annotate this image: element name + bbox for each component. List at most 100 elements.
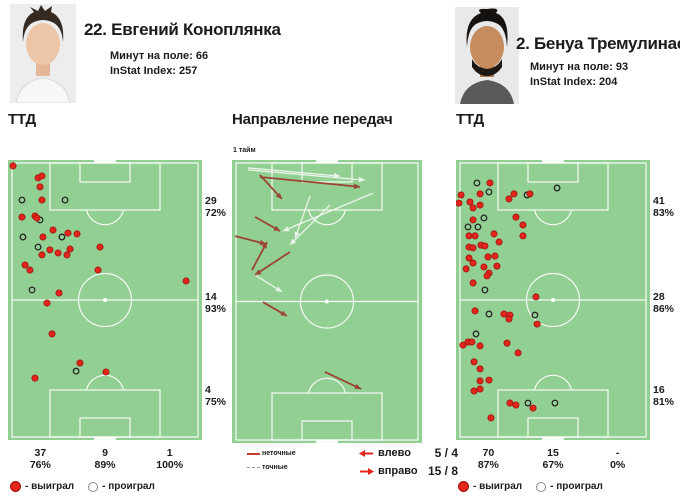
ttd-dot-won bbox=[476, 365, 484, 373]
ttd-dot-won bbox=[26, 266, 34, 274]
ttd-dot-won bbox=[38, 251, 46, 259]
col-count: 70 bbox=[482, 447, 495, 459]
ttd-dot-won bbox=[469, 204, 477, 212]
pass-arrow-inaccurate bbox=[254, 251, 291, 276]
pass-arrow-inaccurate bbox=[234, 235, 267, 246]
half-label: 1 тайм bbox=[233, 147, 256, 154]
ttd-dot-won bbox=[46, 246, 54, 254]
pass-arrow-inaccurate bbox=[324, 371, 362, 390]
player-name-left: 22. Евгений Коноплянка bbox=[84, 20, 281, 39]
player-photo-right bbox=[455, 7, 519, 104]
ttd-dot-won bbox=[476, 190, 484, 198]
section-title-pass-directions: Направление передач bbox=[232, 111, 393, 128]
pass-arrow-inaccurate bbox=[259, 174, 283, 200]
player-instat-index-left: InStat Index: 257 bbox=[110, 65, 198, 77]
lost-dot-icon bbox=[88, 481, 99, 492]
player-minutes-right: Минут на поле: 93 bbox=[530, 61, 629, 73]
line-legend-accurate: точные bbox=[247, 464, 288, 471]
ttd-dot-lost bbox=[18, 196, 26, 204]
ttd-dot-won bbox=[533, 320, 541, 328]
ttd-dot-won bbox=[476, 385, 484, 393]
ttd-dot-won bbox=[532, 293, 540, 301]
inaccurate-line-icon bbox=[247, 452, 260, 455]
ttd-pitch-left bbox=[8, 160, 202, 440]
pass-arrow-inaccurate bbox=[259, 176, 361, 190]
ttd-dot-lost bbox=[551, 399, 559, 407]
ttd-dot-won bbox=[470, 358, 478, 366]
ttd-dot-won bbox=[481, 242, 489, 250]
bottom-stats-right: 70 87% 15 67% - 0% bbox=[456, 447, 650, 471]
ttd-dot-won bbox=[476, 342, 484, 350]
zone-count: 14 bbox=[205, 291, 217, 303]
ttd-dot-won bbox=[469, 244, 477, 252]
ttd-pitch-left-svg bbox=[8, 160, 202, 440]
ttd-dot-won bbox=[73, 230, 81, 238]
ttd-dot-won bbox=[465, 254, 473, 262]
col-pct: 87% bbox=[477, 458, 499, 471]
bottom-stat: - 0% bbox=[585, 447, 650, 471]
ttd-dot-won bbox=[102, 368, 110, 376]
left-arrow-icon bbox=[359, 449, 373, 457]
legend-lost-label: - проиграл bbox=[550, 481, 603, 492]
bottom-stat: 70 87% bbox=[456, 447, 521, 471]
ttd-dot-lost bbox=[524, 399, 532, 407]
won-dot-icon bbox=[10, 481, 21, 492]
ttd-dot-lost bbox=[19, 233, 27, 241]
ttd-dot-won bbox=[512, 401, 520, 409]
zone-count: 29 bbox=[205, 195, 217, 207]
zone-count: 4 bbox=[205, 384, 211, 396]
player-name-right: 2. Бенуа Тремулинас bbox=[516, 34, 680, 53]
line-legend-inaccurate: неточные bbox=[247, 450, 296, 457]
bottom-stat: 9 89% bbox=[73, 447, 138, 471]
ttd-dot-won bbox=[519, 221, 527, 229]
legend-won-label: - выиграл bbox=[473, 481, 523, 492]
zone-pct: 75% bbox=[205, 395, 227, 408]
ttd-dot-won bbox=[493, 262, 501, 270]
ttd-dot-lost bbox=[485, 310, 493, 318]
player-instat-index-right: InStat Index: 204 bbox=[530, 76, 618, 88]
ttd-dot-won bbox=[465, 232, 473, 240]
ttd-dot-won bbox=[469, 216, 477, 224]
ttd-dot-won bbox=[55, 289, 63, 297]
ttd-dot-won bbox=[96, 243, 104, 251]
ttd-dot-won bbox=[512, 213, 520, 221]
ttd-dot-won bbox=[466, 198, 474, 206]
player-photo-left bbox=[10, 4, 76, 103]
ttd-dot-won bbox=[468, 338, 476, 346]
pass-arrow-accurate bbox=[294, 195, 311, 239]
legend-left: - выиграл - проиграл bbox=[10, 481, 169, 492]
ttd-dot-won bbox=[476, 377, 484, 385]
ttd-dot-lost bbox=[58, 233, 66, 241]
ttd-dot-won bbox=[31, 374, 39, 382]
zone-count: 16 bbox=[653, 384, 665, 396]
right-direction-label: вправо bbox=[378, 465, 418, 477]
ttd-dot-lost bbox=[485, 188, 493, 196]
zone-count: 41 bbox=[653, 195, 665, 207]
col-pct: 67% bbox=[542, 458, 564, 471]
legend-lost-label: - проиграл bbox=[102, 481, 155, 492]
pass-arrow-accurate bbox=[282, 192, 374, 232]
ttd-dot-lost bbox=[481, 286, 489, 294]
ttd-dot-won bbox=[63, 251, 71, 259]
accurate-line-icon bbox=[247, 467, 260, 468]
ttd-dot-won bbox=[505, 195, 513, 203]
ttd-dot-lost bbox=[72, 367, 80, 375]
ttd-dot-lost bbox=[472, 330, 480, 338]
player-photo-right-image bbox=[455, 7, 519, 104]
ttd-dot-lost bbox=[480, 214, 488, 222]
ttd-dot-won bbox=[495, 238, 503, 246]
right-arrow-icon bbox=[360, 467, 374, 475]
zone-stat: 4 75% bbox=[205, 384, 227, 408]
col-count: 9 bbox=[102, 447, 108, 459]
ttd-dot-lost bbox=[531, 311, 539, 319]
ttd-dot-won bbox=[49, 226, 57, 234]
ttd-dot-won bbox=[506, 399, 514, 407]
ttd-dot-won bbox=[471, 232, 479, 240]
ttd-dot-won bbox=[490, 230, 498, 238]
zone-stat: 14 93% bbox=[205, 291, 227, 315]
zone-pct: 93% bbox=[205, 302, 227, 315]
ttd-dot-won bbox=[469, 279, 477, 287]
won-dot-icon bbox=[458, 481, 469, 492]
ttd-dot-won bbox=[38, 196, 46, 204]
ttd-dot-lost bbox=[61, 196, 69, 204]
